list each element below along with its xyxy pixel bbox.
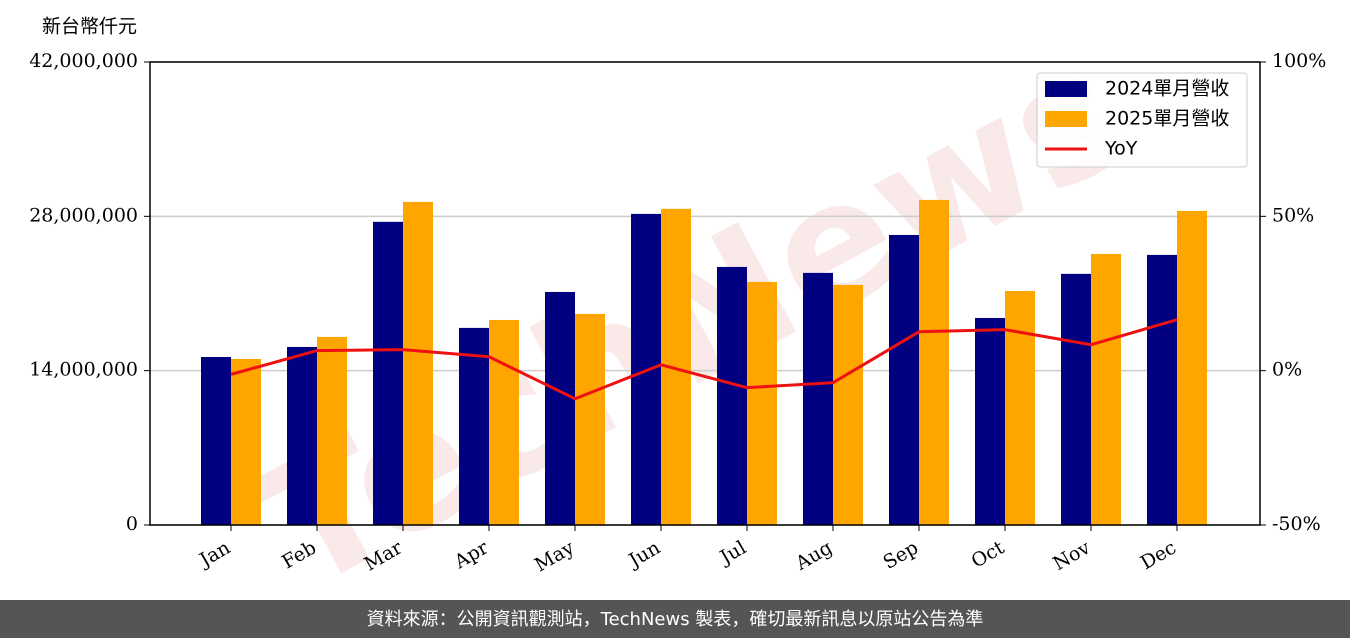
y2-tick-label: -50% <box>1272 513 1321 535</box>
x-tick-label: Dec <box>1137 537 1180 575</box>
x-tick-label: Aug <box>791 537 836 576</box>
bar <box>287 346 317 525</box>
bar <box>575 313 605 525</box>
y-tick-label: 28,000,000 <box>29 204 138 226</box>
bar <box>317 336 347 525</box>
x-tick-label: Oct <box>968 536 1009 572</box>
bar <box>1177 210 1207 525</box>
legend-swatch <box>1045 111 1087 127</box>
y-tick-label: 42,000,000 <box>29 50 138 72</box>
y2-tick-label: 0% <box>1272 359 1302 381</box>
bar <box>833 284 863 525</box>
y2-tick-label: 100% <box>1272 50 1326 72</box>
bar <box>231 358 261 525</box>
bar <box>975 317 1005 525</box>
x-tick-label: Jul <box>715 537 750 570</box>
bar <box>747 281 777 525</box>
footer-bar <box>0 600 1350 638</box>
bar <box>889 234 919 526</box>
y-tick-label: 14,000,000 <box>29 359 138 381</box>
legend-label: 2024單月營收 <box>1105 78 1229 100</box>
bar <box>489 319 519 525</box>
bar <box>403 201 433 525</box>
legend-label: 2025單月營收 <box>1105 108 1229 130</box>
bar <box>545 291 575 525</box>
x-tick-label: Nov <box>1049 536 1094 575</box>
bar <box>1061 273 1091 525</box>
plot-frame <box>149 61 1261 526</box>
bar <box>919 199 949 526</box>
y-tick-label: 0 <box>126 513 138 535</box>
footer: 資料來源：公開資訊觀測站，TechNews 製表，確切最新訊息以原站公告為準 <box>367 609 984 630</box>
line <box>230 318 1178 401</box>
bar <box>459 327 489 525</box>
x-tick-label: Jan <box>194 537 234 573</box>
legend-swatch <box>1045 81 1087 97</box>
bar <box>201 356 231 525</box>
bar <box>1147 254 1177 525</box>
bar <box>1005 290 1035 525</box>
x-tick-label: Jun <box>623 537 664 573</box>
bar <box>803 272 833 525</box>
legend-box <box>1036 72 1248 168</box>
bar <box>717 266 747 525</box>
legend-label: YoY <box>1104 138 1138 160</box>
bar <box>1091 253 1121 525</box>
unit-label: 新台幣仟元 <box>42 16 137 38</box>
y2-tick-label: 50% <box>1272 204 1314 226</box>
x-tick-label: Sep <box>879 537 922 574</box>
bar <box>373 221 403 525</box>
x-tick-label: May <box>531 536 578 576</box>
